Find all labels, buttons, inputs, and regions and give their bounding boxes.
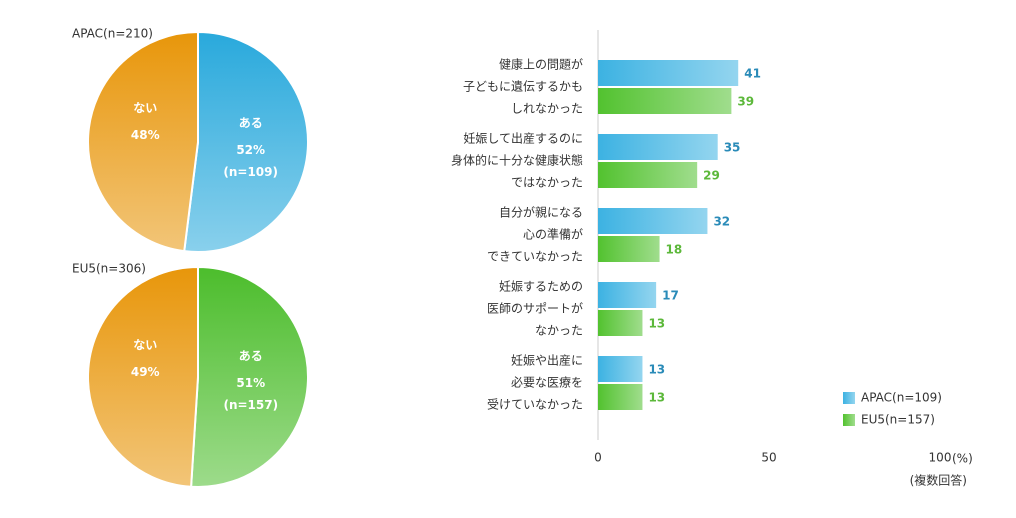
slice-value-label: 52% <box>236 143 265 157</box>
category-label: なかった <box>535 324 583 338</box>
legend-swatch <box>843 392 855 404</box>
bar <box>598 236 660 262</box>
category-label: 受けていなかった <box>487 398 583 412</box>
slice-sample-label: (n=109) <box>223 165 278 179</box>
category-label: 自分が親になる <box>499 205 583 220</box>
slice-value-label: 51% <box>236 376 265 390</box>
category-label: 医師のサポートが <box>487 301 583 316</box>
bar <box>598 88 732 114</box>
bar <box>598 282 657 308</box>
x-unit: (%) <box>952 452 973 466</box>
category-label: 必要な医療を <box>511 376 583 390</box>
category-label: 妊娠や出産に <box>511 353 583 368</box>
bar <box>598 60 739 86</box>
bar-value-label: 13 <box>648 391 665 405</box>
pie-slice <box>87 265 199 488</box>
bar-value-label: 41 <box>744 67 761 81</box>
bar <box>598 356 643 382</box>
bar-value-label: 39 <box>737 95 754 109</box>
legend-label: APAC(n=109) <box>861 391 942 405</box>
slice-category: ある <box>239 116 263 130</box>
category-label: 妊娠して出産するのに <box>463 131 583 146</box>
slice-sample-label: (n=157) <box>223 398 278 412</box>
category-label: できていなかった <box>487 250 583 264</box>
pie-slice <box>183 30 309 253</box>
note: (複数回答) <box>910 473 967 488</box>
pie-title: EU5(n=306) <box>72 262 146 276</box>
bar <box>598 208 708 234</box>
bar-value-label: 35 <box>724 141 741 155</box>
bar-value-label: 17 <box>662 289 679 303</box>
slice-category: ない <box>133 338 157 352</box>
category-label: しれなかった <box>511 102 583 116</box>
legend-label: EU5(n=157) <box>861 413 935 427</box>
slice-category: ない <box>133 101 157 115</box>
slice-category: ある <box>239 349 263 363</box>
category-label: 心の準備が <box>523 227 583 242</box>
slice-value-label: 48% <box>131 128 160 142</box>
x-tick-label: 0 <box>594 451 602 465</box>
bar <box>598 162 698 188</box>
x-tick-label: 100 <box>929 451 952 465</box>
category-label: 子どもに遺伝するかも <box>463 79 583 94</box>
category-label: 身体的に十分な健康状態 <box>451 153 583 168</box>
pie-title: APAC(n=210) <box>72 27 153 41</box>
slice-value-label: 49% <box>131 365 160 379</box>
pie-slice <box>87 30 199 253</box>
x-tick-label: 50 <box>761 451 776 465</box>
bar-value-label: 13 <box>648 363 665 377</box>
bar-value-label: 32 <box>713 215 730 229</box>
category-label: ではなかった <box>511 176 583 190</box>
bar-value-label: 18 <box>666 243 683 257</box>
bar-value-label: 29 <box>703 169 720 183</box>
pie-slice <box>190 265 309 488</box>
bar <box>598 134 718 160</box>
bar <box>598 384 643 410</box>
bar-value-label: 13 <box>648 317 665 331</box>
category-label: 妊娠するための <box>499 280 583 294</box>
legend-swatch <box>843 414 855 426</box>
bar <box>598 310 643 336</box>
category-label: 健康上の問題が <box>499 57 583 72</box>
